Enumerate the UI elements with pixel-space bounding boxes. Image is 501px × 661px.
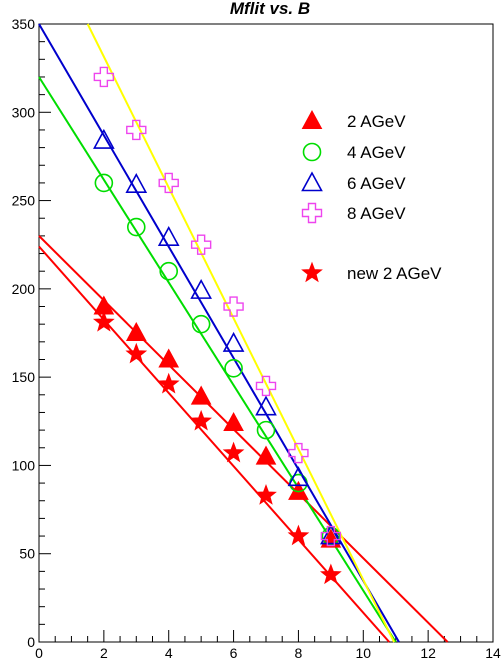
y-tick-label: 100 bbox=[12, 457, 36, 473]
data-point bbox=[223, 296, 244, 317]
data-point bbox=[190, 234, 212, 255]
data-point bbox=[256, 420, 276, 440]
legend-marker bbox=[302, 142, 322, 162]
data-point bbox=[158, 172, 179, 194]
legend-label: new 2 AGeV bbox=[347, 264, 442, 283]
y-tick-label: 200 bbox=[12, 281, 36, 297]
y-tick-label: 300 bbox=[12, 104, 36, 120]
data-point bbox=[190, 409, 213, 431]
y-tick-label: 250 bbox=[12, 193, 36, 209]
data-point bbox=[222, 331, 245, 352]
data-point bbox=[125, 173, 148, 193]
y-tick-label: 150 bbox=[12, 369, 36, 385]
x-tick-label: 4 bbox=[165, 645, 173, 661]
data-point bbox=[159, 261, 179, 281]
data-point bbox=[126, 217, 146, 237]
legend-marker bbox=[301, 202, 323, 224]
fit-line bbox=[38, 235, 449, 643]
plot-frame bbox=[38, 23, 494, 643]
y-tick-label: 0 bbox=[27, 634, 35, 650]
y-tick-label: 350 bbox=[12, 16, 36, 32]
legend-marker bbox=[301, 261, 323, 283]
legend-marker bbox=[301, 109, 323, 129]
data-point bbox=[125, 321, 147, 341]
data-point bbox=[223, 412, 244, 432]
data-point bbox=[255, 395, 277, 416]
y-tick-label: 50 bbox=[19, 546, 35, 562]
data-point bbox=[125, 342, 148, 364]
chart-title: Mflit vs. B bbox=[230, 0, 310, 18]
data-point bbox=[288, 442, 309, 464]
x-tick-label: 8 bbox=[295, 645, 303, 661]
data-point bbox=[320, 524, 342, 545]
data-point bbox=[157, 225, 180, 246]
legend-label: 6 AGeV bbox=[347, 174, 406, 193]
fit-line bbox=[38, 76, 397, 643]
axis-ticks: 0 2 4 6 8 10 12 14 0 50 100 150 200 250 300 350 bbox=[12, 16, 501, 661]
legend-label: 2 AGeV bbox=[347, 112, 406, 131]
data-point bbox=[255, 375, 277, 397]
fit-line bbox=[86, 23, 395, 643]
data-point bbox=[319, 563, 342, 585]
data-point bbox=[157, 372, 180, 394]
data-point bbox=[287, 466, 310, 487]
fit-line bbox=[38, 23, 400, 643]
x-tick-label: 14 bbox=[485, 645, 501, 661]
data-point bbox=[320, 525, 342, 547]
data-point bbox=[93, 66, 115, 88]
x-tick-label: 0 bbox=[35, 645, 43, 661]
data-point bbox=[222, 441, 245, 463]
data-point bbox=[190, 385, 212, 405]
x-tick-label: 6 bbox=[230, 645, 238, 661]
legend-label: 4 AGeV bbox=[347, 143, 406, 162]
data-points bbox=[92, 66, 342, 585]
data-point bbox=[93, 128, 115, 149]
x-tick-label: 12 bbox=[420, 645, 436, 661]
data-point bbox=[190, 278, 212, 299]
data-point bbox=[94, 173, 114, 193]
x-tick-label: 10 bbox=[355, 645, 371, 661]
data-point bbox=[158, 348, 180, 368]
x-tick-label: 2 bbox=[100, 645, 108, 661]
data-point bbox=[255, 445, 277, 465]
data-point bbox=[287, 524, 310, 546]
data-point bbox=[126, 119, 147, 141]
legend: 2 AGeV 4 AGeV 6 AGeV 8 AGeV new 2 AGeV bbox=[301, 109, 442, 283]
data-point bbox=[191, 314, 211, 334]
legend-label: 8 AGeV bbox=[347, 204, 406, 223]
data-point bbox=[92, 310, 115, 332]
data-point bbox=[224, 359, 243, 378]
legend-marker bbox=[301, 171, 323, 192]
data-point bbox=[255, 484, 277, 505]
